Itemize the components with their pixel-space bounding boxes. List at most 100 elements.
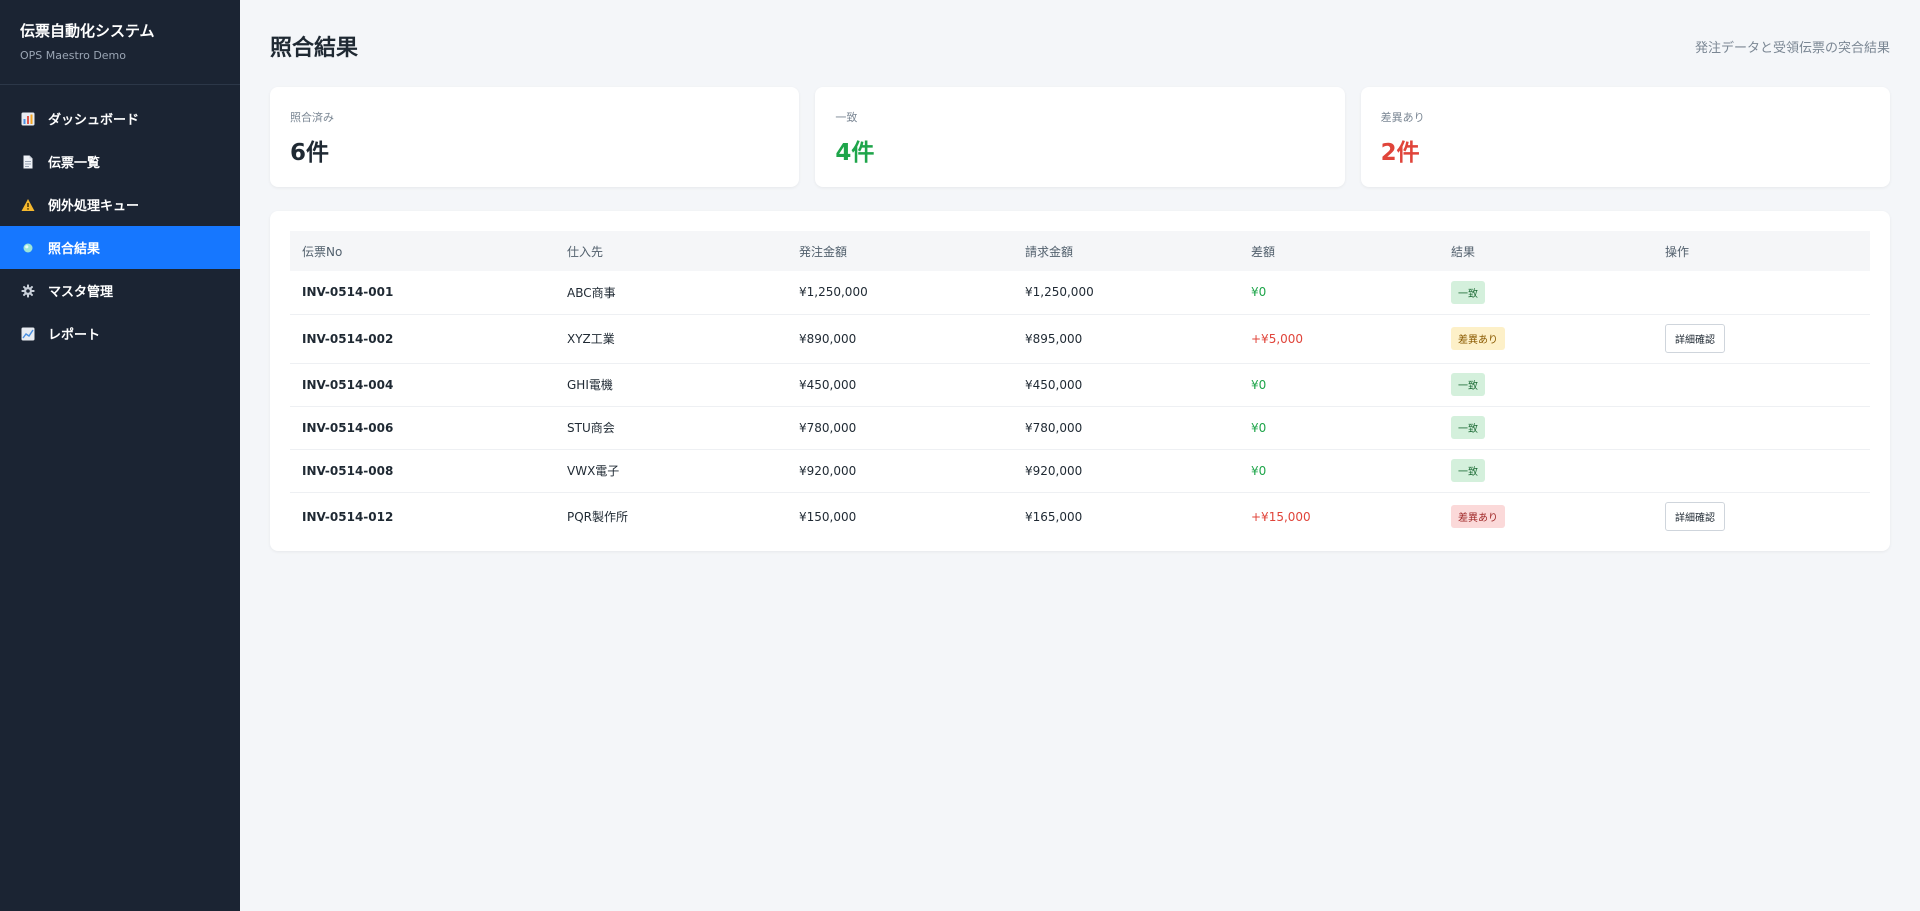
difference-amount: +¥5,000: [1239, 314, 1439, 364]
invoice-number: INV-0514-002: [290, 314, 555, 364]
sidebar-item-reconciliation[interactable]: 照合結果: [0, 226, 240, 269]
order-amount: ¥1,250,000: [787, 271, 1013, 315]
difference-amount: ¥0: [1239, 406, 1439, 450]
chart-icon: [21, 112, 35, 126]
invoice-amount: ¥895,000: [1013, 314, 1239, 364]
results-panel: 伝票No 仕入先 発注金額 請求金額 差額 結果 操作 INV-0514-001 ABC商事 ¥…: [270, 211, 1890, 551]
table-header: 伝票No 仕入先 発注金額 請求金額 差額 結果 操作: [290, 231, 1870, 271]
status-badge: 一致: [1451, 373, 1485, 396]
page-header: 照合結果 発注データと受領伝票の突合結果: [270, 30, 1890, 62]
invoice-amount: ¥450,000: [1013, 363, 1239, 407]
column-header: 仕入先: [567, 244, 604, 259]
invoice-amount: ¥1,250,000: [1013, 271, 1239, 315]
summary-cards: 照合済み 6件 一致 4件 差異あり 2件: [270, 87, 1890, 187]
sidebar-item-exception-queue[interactable]: 例外処理キュー: [0, 183, 240, 226]
table-row: INV-0514-002 XYZ工業 ¥890,000 ¥895,000 +¥5,000…: [290, 314, 1870, 364]
difference-amount: ¥0: [1239, 271, 1439, 315]
action-cell: [1653, 271, 1870, 315]
action-cell: [1653, 449, 1870, 493]
page-title: 照合結果: [270, 36, 359, 61]
supplier-name: VWX電子: [555, 449, 787, 493]
summary-card-value: 6件: [290, 140, 330, 166]
summary-card-label: 一致: [835, 111, 858, 124]
column-header: 発注金額: [799, 244, 848, 259]
status-badge: 差異あり: [1451, 505, 1505, 529]
result-cell: 一致: [1439, 363, 1653, 407]
sidebar-item-label: 例外処理キュー: [48, 199, 140, 214]
result-cell: 一致: [1439, 406, 1653, 450]
result-cell: 差異あり: [1439, 492, 1653, 541]
sidebar-item-label: 伝票一覧: [48, 156, 101, 171]
dot-icon: [21, 241, 35, 255]
status-badge: 差異あり: [1451, 327, 1505, 350]
sidebar: 伝票自動化システム OPS Maestro Demo ダッシュボード 伝票一覧例外…: [0, 0, 240, 911]
table-row: INV-0514-008 VWX電子 ¥920,000 ¥920,000 ¥0 一致: [290, 449, 1870, 493]
invoice-number: INV-0514-004: [290, 363, 555, 407]
column-header: 結果: [1451, 244, 1476, 259]
document-icon: [21, 155, 35, 169]
invoice-number: INV-0514-006: [290, 406, 555, 450]
gear-icon: [21, 284, 35, 298]
column-header: 操作: [1665, 244, 1690, 259]
invoice-number: INV-0514-012: [302, 509, 394, 524]
brand: 伝票自動化システム OPS Maestro Demo: [0, 0, 240, 85]
table-header-row: 伝票No 仕入先 発注金額 請求金額 差額 結果 操作: [290, 231, 1870, 271]
detail-check-button[interactable]: 詳細確認: [1665, 324, 1725, 353]
supplier-name: STU商会: [555, 406, 787, 450]
table-row: INV-0514-004 GHI電機 ¥450,000 ¥450,000 ¥0 一致: [290, 363, 1870, 407]
sidebar-item-dashboard[interactable]: ダッシュボード: [0, 97, 240, 140]
order-amount: ¥920,000: [787, 449, 1013, 493]
difference-amount: ¥0: [1239, 449, 1439, 493]
column-header: 請求金額: [1025, 244, 1074, 259]
summary-card-discrepancy: 差異あり 2件: [1360, 87, 1890, 187]
status-badge: 一致: [1451, 459, 1485, 482]
supplier-name: PQR製作所: [567, 510, 629, 525]
supplier-name: GHI電機: [555, 363, 787, 407]
main-content: 照合結果 発注データと受領伝票の突合結果 照合済み 6件 一致 4件 差異あり 2件 伝票…: [240, 0, 1920, 911]
action-cell: 詳細確認: [1653, 492, 1870, 541]
sidebar-item-label: 照合結果: [48, 242, 101, 257]
action-cell: 詳細確認: [1653, 314, 1870, 364]
summary-card-matched: 一致 4件: [815, 87, 1345, 187]
sidebar-item-invoice-list[interactable]: 伝票一覧: [0, 140, 240, 183]
sidebar-item-label: マスタ管理: [48, 285, 114, 300]
order-amount: ¥450,000: [787, 363, 1013, 407]
table-row: INV-0514-006 STU商会 ¥780,000 ¥780,000 ¥0 一致: [290, 406, 1870, 450]
invoice-number: INV-0514-001: [290, 271, 555, 315]
supplier-name: XYZ工業: [555, 314, 787, 364]
result-cell: 差異あり: [1439, 314, 1653, 364]
invoice-amount: ¥780,000: [1013, 406, 1239, 450]
result-cell: 一致: [1439, 271, 1653, 315]
warning-icon: [21, 198, 35, 212]
sidebar-item-label: ダッシュボード: [48, 113, 140, 128]
detail-check-button[interactable]: 詳細確認: [1665, 502, 1725, 532]
trend-icon: [21, 327, 35, 341]
column-header: 差額: [1251, 244, 1276, 259]
order-amount: ¥150,000: [799, 509, 857, 524]
results-table: 伝票No 仕入先 発注金額 請求金額 差額 結果 操作 INV-0514-001 ABC商事 ¥…: [290, 231, 1870, 541]
order-amount: ¥780,000: [787, 406, 1013, 450]
status-badge: 一致: [1451, 416, 1485, 439]
sidebar-item-report[interactable]: レポート: [0, 312, 240, 355]
difference-amount: ¥0: [1239, 363, 1439, 407]
invoice-amount: ¥920,000: [1013, 449, 1239, 493]
column-header: 伝票No: [302, 244, 343, 259]
table-row: INV-0514-012 PQR製作所 ¥150,000 ¥165,000 +¥15,0…: [290, 492, 1870, 541]
app-subtitle: OPS Maestro Demo: [20, 49, 127, 62]
action-cell: [1653, 406, 1870, 450]
summary-card-value: 2件: [1380, 140, 1420, 166]
summary-card-reconciled: 照合済み 6件: [270, 87, 800, 187]
summary-card-label: 差異あり: [1380, 111, 1425, 124]
difference-amount: +¥15,000: [1251, 509, 1311, 524]
page-description: 発注データと受領伝票の突合結果: [1694, 40, 1890, 56]
invoice-number: INV-0514-008: [290, 449, 555, 493]
action-cell: [1653, 363, 1870, 407]
order-amount: ¥890,000: [787, 314, 1013, 364]
sidebar-item-master[interactable]: マスタ管理: [0, 269, 240, 312]
sidebar-item-label: レポート: [48, 328, 101, 343]
summary-card-value: 4件: [835, 140, 875, 166]
sidebar-nav: ダッシュボード 伝票一覧例外処理キュー 照合結果マスタ管理レポート: [0, 85, 240, 355]
summary-card-label: 照合済み: [290, 111, 334, 124]
invoice-amount: ¥165,000: [1025, 509, 1083, 524]
